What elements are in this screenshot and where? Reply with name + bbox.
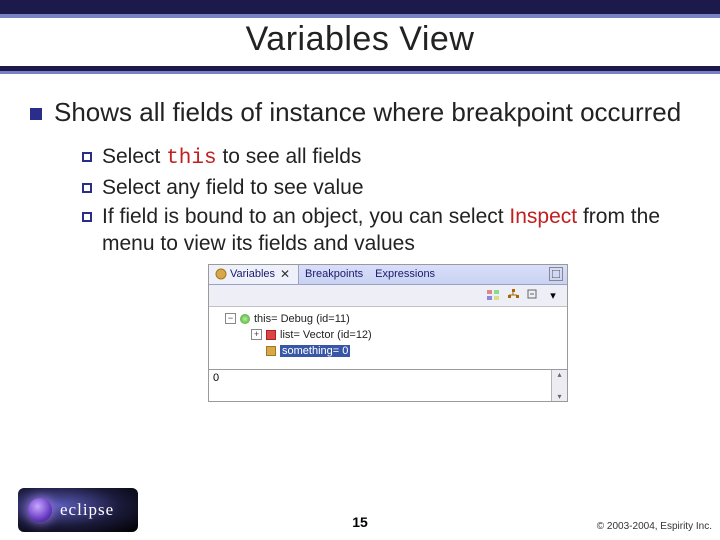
primitive-field-icon xyxy=(266,346,276,356)
decorative-stripe xyxy=(0,66,720,74)
tree-label: list= Vector (id=12) xyxy=(280,329,372,341)
bullet-text: Select any field to see value xyxy=(102,174,364,201)
detail-pane: 0 ▴ ▾ xyxy=(209,369,567,401)
bullet-level1: Shows all fields of instance where break… xyxy=(30,96,694,129)
copyright-text: © 2003-2004, Espirity Inc. xyxy=(597,521,712,532)
bullet-text: Select this to see all fields xyxy=(102,143,361,172)
tab-variables[interactable]: Variables ✕ xyxy=(209,265,299,284)
bullet-text: Shows all fields of instance where break… xyxy=(54,96,681,129)
bullet-level2: Select any field to see value xyxy=(82,174,694,201)
tab-breakpoints[interactable]: Breakpoints xyxy=(299,265,369,284)
collapse-toggle-icon[interactable]: − xyxy=(225,313,236,324)
slide-title: Variables View xyxy=(0,20,720,59)
collapse-all-icon[interactable] xyxy=(525,287,541,303)
text-fragment: to see all fields xyxy=(217,145,362,168)
text-fragment: Select xyxy=(102,145,166,168)
keyword-this: this xyxy=(166,147,216,170)
variables-tree: − this= Debug (id=11) + list= Vector (id… xyxy=(209,307,567,369)
hollow-square-bullet-icon xyxy=(82,152,92,162)
tree-label: this= Debug (id=11) xyxy=(254,313,350,325)
eclipse-logo: eclipse xyxy=(18,488,138,532)
logical-structure-icon[interactable] xyxy=(505,287,521,303)
scroll-down-icon[interactable]: ▾ xyxy=(557,392,561,401)
scrollbar[interactable]: ▴ ▾ xyxy=(551,370,567,401)
slide-content: Shows all fields of instance where break… xyxy=(0,74,720,402)
footer: eclipse © 2003-2004, Espirity Inc. xyxy=(0,488,720,532)
hollow-square-bullet-icon xyxy=(82,183,92,193)
tree-row-this[interactable]: − this= Debug (id=11) xyxy=(215,311,561,327)
keyword-inspect: Inspect xyxy=(509,205,577,228)
expand-toggle-icon[interactable]: + xyxy=(251,329,262,340)
maximize-icon[interactable] xyxy=(549,267,563,281)
show-type-names-icon[interactable] xyxy=(485,287,501,303)
variables-view-panel: Variables ✕ Breakpoints Expressions xyxy=(208,264,568,402)
scroll-up-icon[interactable]: ▴ xyxy=(557,370,561,379)
bullet-level2: If field is bound to an object, you can … xyxy=(82,203,694,258)
field-icon xyxy=(266,330,276,340)
bullet-level2: Select this to see all fields xyxy=(82,143,694,172)
bullet-level2-list: Select this to see all fields Select any… xyxy=(82,143,694,402)
text-fragment: If field is bound to an object, you can … xyxy=(102,205,509,228)
variables-icon xyxy=(215,268,227,280)
view-menu-icon[interactable]: ▾ xyxy=(545,287,561,303)
hollow-square-bullet-icon xyxy=(82,212,92,222)
tab-bar: Variables ✕ Breakpoints Expressions xyxy=(209,265,567,285)
close-icon[interactable]: ✕ xyxy=(278,267,292,281)
detail-value[interactable]: 0 xyxy=(209,370,551,401)
tab-label: Variables xyxy=(230,268,275,280)
object-icon xyxy=(240,314,250,324)
tree-row-something[interactable]: something= 0 xyxy=(215,343,561,359)
decorative-stripe xyxy=(0,0,720,18)
bullet-text: If field is bound to an object, you can … xyxy=(102,203,694,258)
logo-text: eclipse xyxy=(60,500,114,520)
tree-row-list[interactable]: + list= Vector (id=12) xyxy=(215,327,561,343)
square-bullet-icon xyxy=(30,108,42,120)
title-bar: Variables View xyxy=(0,0,720,74)
tree-label-selected: something= 0 xyxy=(280,345,350,357)
tab-expressions[interactable]: Expressions xyxy=(369,265,441,284)
toolbar: ▾ xyxy=(209,285,567,307)
